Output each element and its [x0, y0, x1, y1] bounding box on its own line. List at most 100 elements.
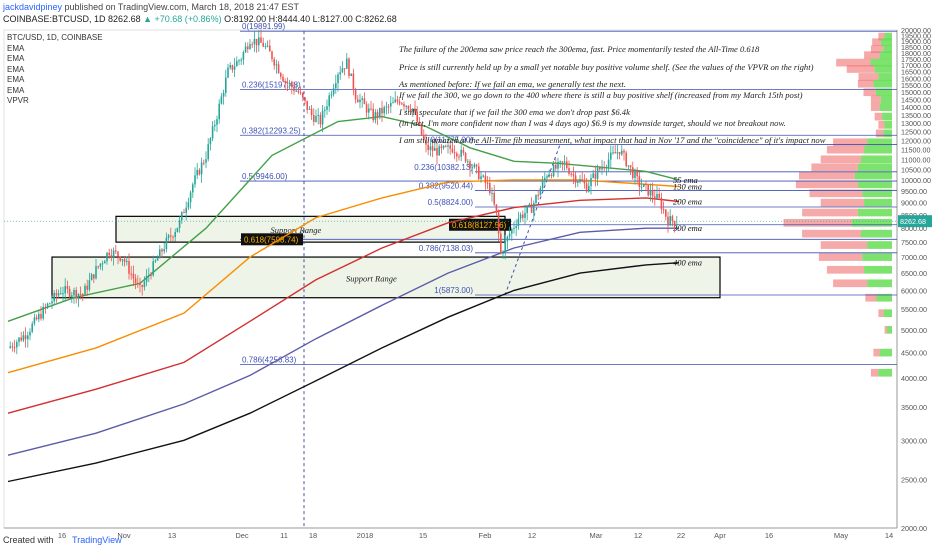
vpvr-sell-bar	[846, 65, 875, 73]
candle-body	[9, 346, 11, 348]
candle-body	[27, 335, 29, 340]
candle-body	[438, 146, 440, 156]
vpvr-sell-bar	[802, 229, 861, 238]
candle-body	[20, 337, 22, 341]
price-tick-label: 19000.00	[901, 37, 931, 46]
candle-body	[176, 227, 179, 232]
candle-body	[383, 107, 385, 114]
candle-body	[429, 146, 432, 151]
candle-body	[524, 212, 526, 218]
price-tick-label: 9000.00	[901, 199, 927, 208]
candle-body	[187, 202, 190, 208]
ema-line	[7, 262, 680, 483]
candle-body	[416, 111, 418, 122]
vpvr-sell-bar	[826, 265, 865, 274]
candle-body	[178, 220, 181, 228]
candle-body	[33, 317, 36, 324]
candle-body	[137, 282, 139, 284]
time-tick-label: Feb	[479, 531, 492, 540]
candle-body	[409, 109, 412, 112]
candle-body	[506, 236, 509, 242]
candle-body	[394, 99, 396, 103]
candle-body	[658, 193, 660, 198]
candle-body	[123, 259, 126, 262]
candle-body	[673, 221, 676, 226]
candle-body	[156, 258, 159, 261]
candle-body	[640, 186, 643, 188]
candle-body	[77, 293, 80, 299]
candle-body	[288, 82, 291, 84]
legend-study-ema[interactable]: EMA	[7, 85, 25, 95]
price-tick-label: 16500.00	[901, 68, 931, 77]
candle-body	[218, 103, 220, 120]
author-link[interactable]: jackdavidpiney	[3, 2, 63, 12]
footer: Created with TradingView	[3, 535, 122, 545]
candle-body	[605, 166, 608, 169]
time-tick-label: Mar	[590, 531, 603, 540]
symbol-label: COINBASE:BTCUSD, 1D	[3, 14, 106, 24]
candle-body	[418, 121, 421, 124]
candle-body	[319, 114, 322, 125]
candle-body	[634, 171, 636, 179]
candle-body	[75, 290, 77, 299]
candle-body	[260, 37, 262, 43]
candle-body	[150, 275, 152, 277]
candle-body	[284, 81, 286, 83]
vpvr-buy-bar	[862, 189, 892, 198]
candle-body	[99, 263, 102, 267]
vpvr-buy-bar	[878, 73, 892, 81]
candle-body	[143, 281, 146, 288]
candle-body	[616, 152, 619, 154]
vpvr-sell-bar	[809, 189, 863, 198]
last-price-tag	[898, 215, 932, 228]
candle-body	[308, 108, 311, 110]
candle-body	[247, 46, 249, 50]
candle-body	[574, 175, 577, 183]
candle-body	[209, 138, 212, 145]
candle-body	[676, 223, 678, 226]
vpvr-sell-bar	[811, 163, 858, 172]
candle-body	[537, 195, 539, 197]
time-tick-label: Dec	[235, 531, 249, 540]
vpvr-buy-bar	[882, 112, 892, 121]
candle-body	[625, 152, 627, 167]
candle-body	[192, 184, 194, 193]
note-paragraph: I still speculate that if we fail the 30…	[399, 107, 786, 128]
tradingview-logo-link[interactable]: TradingView	[72, 535, 122, 545]
vpvr-sell-bar	[858, 73, 879, 81]
candle-body	[618, 152, 621, 155]
legend-study-ema[interactable]: EMA	[7, 43, 25, 53]
candle-body	[548, 174, 550, 177]
candle-body	[403, 103, 405, 107]
candle-body	[445, 145, 447, 147]
candle-body	[671, 216, 674, 222]
candle-body	[456, 153, 458, 157]
vpvr-sell-bar	[818, 253, 863, 261]
legend-study-ema[interactable]: EMA	[7, 64, 25, 74]
legend-study-ema[interactable]: EMA	[7, 75, 25, 84]
vpvr-sell-bar	[872, 38, 881, 47]
candle-body	[363, 98, 366, 105]
price-tick-label: 18000.00	[901, 49, 931, 58]
ema-label: 130 ema	[673, 182, 702, 192]
candle-body	[335, 83, 337, 89]
candle-body	[649, 189, 652, 196]
vpvr-sell-bar	[870, 103, 880, 111]
ema-line	[7, 179, 680, 374]
candle-body	[108, 252, 110, 256]
candle-body	[258, 37, 260, 46]
candle-body	[405, 105, 407, 107]
candle-body	[55, 292, 58, 296]
legend-study-vpvr[interactable]: VPVR	[7, 96, 29, 105]
vpvr-sell-bar	[833, 279, 868, 288]
time-tick-label: 15	[419, 531, 427, 540]
vpvr-buy-bar	[857, 163, 892, 172]
legend-study-ema[interactable]: EMA	[7, 54, 25, 63]
candle-body	[559, 161, 561, 163]
vpvr-buy-bar	[861, 229, 892, 238]
vpvr-sell-bar	[875, 129, 884, 138]
time-tick-label: 22	[677, 531, 685, 540]
price-tick-label: 3000.00	[901, 436, 927, 445]
candle-body	[229, 65, 231, 68]
